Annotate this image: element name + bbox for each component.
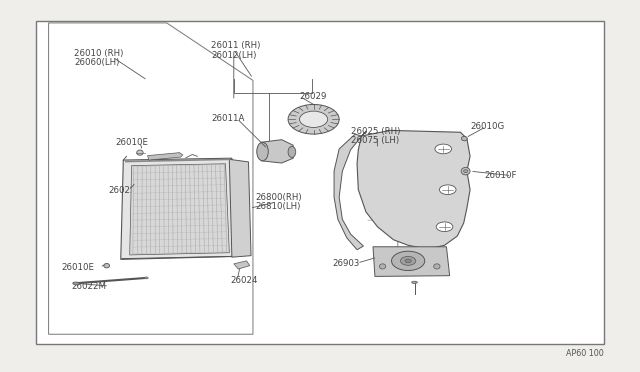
Text: 26060(LH): 26060(LH) xyxy=(74,58,120,67)
Ellipse shape xyxy=(145,277,148,279)
Text: 26010G: 26010G xyxy=(470,122,504,131)
Text: 26011A: 26011A xyxy=(211,114,245,123)
Polygon shape xyxy=(130,164,229,255)
Circle shape xyxy=(405,259,412,263)
Text: 26029: 26029 xyxy=(300,92,327,101)
Polygon shape xyxy=(148,153,182,160)
Text: 26800(RH): 26800(RH) xyxy=(255,193,301,202)
Text: AP60 100: AP60 100 xyxy=(566,349,604,358)
Ellipse shape xyxy=(73,282,79,285)
Text: 26022M: 26022M xyxy=(71,282,106,291)
FancyBboxPatch shape xyxy=(36,21,604,343)
Circle shape xyxy=(440,185,456,195)
Text: 26010E: 26010E xyxy=(61,263,94,272)
Ellipse shape xyxy=(461,137,467,141)
Circle shape xyxy=(401,256,416,265)
Ellipse shape xyxy=(434,264,440,269)
Polygon shape xyxy=(234,261,250,269)
Ellipse shape xyxy=(380,264,386,269)
Polygon shape xyxy=(357,131,470,249)
Polygon shape xyxy=(229,159,251,257)
Text: 26010F: 26010F xyxy=(484,171,517,180)
Text: 26903: 26903 xyxy=(333,259,360,267)
Circle shape xyxy=(435,144,452,154)
Ellipse shape xyxy=(461,167,470,175)
Polygon shape xyxy=(334,131,366,250)
Text: 26024: 26024 xyxy=(230,276,258,285)
Text: 26025 (RH): 26025 (RH) xyxy=(351,126,400,136)
Ellipse shape xyxy=(464,170,467,173)
Polygon shape xyxy=(373,247,450,276)
Ellipse shape xyxy=(104,263,109,268)
Ellipse shape xyxy=(137,150,143,155)
Circle shape xyxy=(436,222,453,232)
Ellipse shape xyxy=(288,146,296,157)
Circle shape xyxy=(288,105,339,134)
Text: 26011 (RH): 26011 (RH) xyxy=(211,41,261,51)
Text: 26075 (LH): 26075 (LH) xyxy=(351,136,399,145)
Ellipse shape xyxy=(412,281,417,283)
Text: 26022: 26022 xyxy=(108,186,136,195)
Circle shape xyxy=(392,251,425,270)
Polygon shape xyxy=(121,158,236,259)
Circle shape xyxy=(300,111,328,128)
Polygon shape xyxy=(261,140,293,163)
Text: 26012(LH): 26012(LH) xyxy=(211,51,257,60)
Text: 26010E: 26010E xyxy=(116,138,148,147)
Text: 26010 (RH): 26010 (RH) xyxy=(74,49,124,58)
Ellipse shape xyxy=(257,142,268,161)
Text: 26810(LH): 26810(LH) xyxy=(255,202,300,211)
